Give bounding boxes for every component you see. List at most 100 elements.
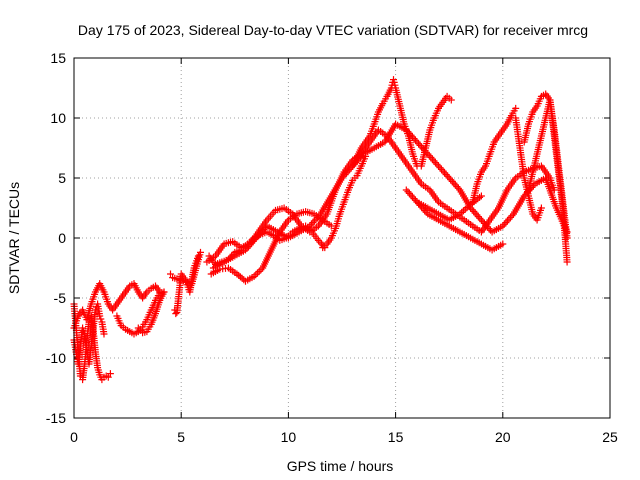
data-point: [346, 165, 354, 173]
data-point: [257, 266, 265, 274]
data-point: [252, 271, 260, 279]
data-point: [340, 172, 347, 180]
data-point: [436, 164, 444, 172]
data-point: [435, 162, 442, 170]
data-point: [441, 169, 449, 177]
data-point: [413, 138, 421, 146]
data-point: [505, 215, 513, 223]
y-tick-label: 5: [58, 170, 66, 186]
data-point: [91, 306, 99, 314]
data-point: [100, 330, 108, 338]
data-point: [474, 213, 482, 221]
data-point: [96, 312, 104, 320]
data-point: [408, 133, 416, 141]
data-point: [442, 171, 450, 179]
y-tick-label: -10: [46, 350, 66, 366]
data-point: [500, 220, 508, 228]
data-point: [97, 315, 105, 323]
data-point: [502, 219, 510, 227]
data-point: [484, 223, 491, 231]
data-point: [197, 248, 204, 256]
data-point: [453, 183, 461, 191]
series-track-11: [319, 152, 370, 252]
series-track-14: [469, 104, 520, 206]
data-point: [477, 192, 485, 200]
data-point: [424, 150, 432, 158]
data-point: [412, 136, 419, 144]
data-point: [425, 152, 433, 160]
data-point: [427, 153, 435, 161]
data-point: [104, 373, 112, 381]
data-point: [347, 164, 355, 172]
data-point: [430, 157, 438, 165]
data-point: [480, 219, 488, 227]
data-point: [550, 186, 558, 194]
x-tick-label: 20: [495, 429, 511, 445]
data-point: [362, 152, 370, 160]
data-point: [341, 171, 349, 179]
data-point: [465, 202, 473, 210]
data-point: [448, 177, 456, 185]
x-tick-label: 10: [281, 429, 297, 445]
data-point: [344, 167, 352, 175]
data-point: [250, 272, 258, 280]
series-track-17: [512, 114, 545, 224]
series-track-9: [207, 208, 335, 285]
data-point: [438, 165, 445, 173]
data-point: [473, 211, 481, 219]
data-point: [508, 212, 516, 220]
data-point: [451, 181, 459, 189]
data-point: [470, 207, 478, 215]
data-point: [80, 327, 88, 335]
series-track-4: [113, 288, 168, 338]
x-tick-label: 25: [602, 429, 618, 445]
data-point: [476, 214, 484, 222]
x-tick-label: 0: [70, 429, 78, 445]
data-point: [447, 96, 455, 104]
data-point: [450, 179, 458, 187]
data-point: [507, 213, 514, 221]
data-point: [499, 222, 507, 230]
series-track-19: [402, 186, 485, 224]
data-point: [512, 104, 520, 112]
data-point: [444, 172, 452, 180]
data-point: [79, 324, 87, 332]
data-point: [477, 216, 485, 224]
data-point: [537, 204, 545, 212]
x-axis-ticks: 0 5 10 15 20 25: [70, 58, 618, 445]
data-point: [255, 267, 263, 275]
series-track-16: [525, 96, 571, 266]
data-point: [479, 218, 487, 226]
plot-frame: [73, 57, 611, 419]
data-point: [408, 193, 416, 201]
y-tick-label: 15: [50, 50, 66, 66]
data-point: [499, 240, 507, 248]
series-track-6: [167, 248, 204, 288]
data-point: [415, 140, 423, 148]
data-point: [445, 174, 453, 182]
series-track-3: [70, 280, 168, 332]
data-point: [447, 176, 455, 184]
data-point: [307, 220, 315, 228]
data-point: [431, 159, 439, 167]
y-tick-label: 0: [58, 230, 66, 246]
data-point: [404, 188, 412, 196]
data-point: [134, 324, 142, 332]
data-point: [454, 184, 462, 192]
data-point: [485, 225, 493, 233]
data-point: [503, 217, 511, 225]
series-track-13: [417, 92, 455, 170]
data-point: [402, 186, 410, 194]
series-track-12: [349, 76, 421, 170]
data-point: [172, 310, 180, 318]
data-points: [70, 76, 571, 384]
data-point: [309, 219, 317, 227]
y-tick-label: -5: [54, 290, 67, 306]
series-track-10: [205, 222, 329, 268]
data-point: [468, 206, 476, 214]
data-point: [405, 189, 413, 197]
x-axis-label: GPS time / hours: [287, 458, 394, 474]
y-axis-label: SDTVAR / TECUs: [6, 182, 22, 294]
series-track-18: [413, 198, 507, 254]
